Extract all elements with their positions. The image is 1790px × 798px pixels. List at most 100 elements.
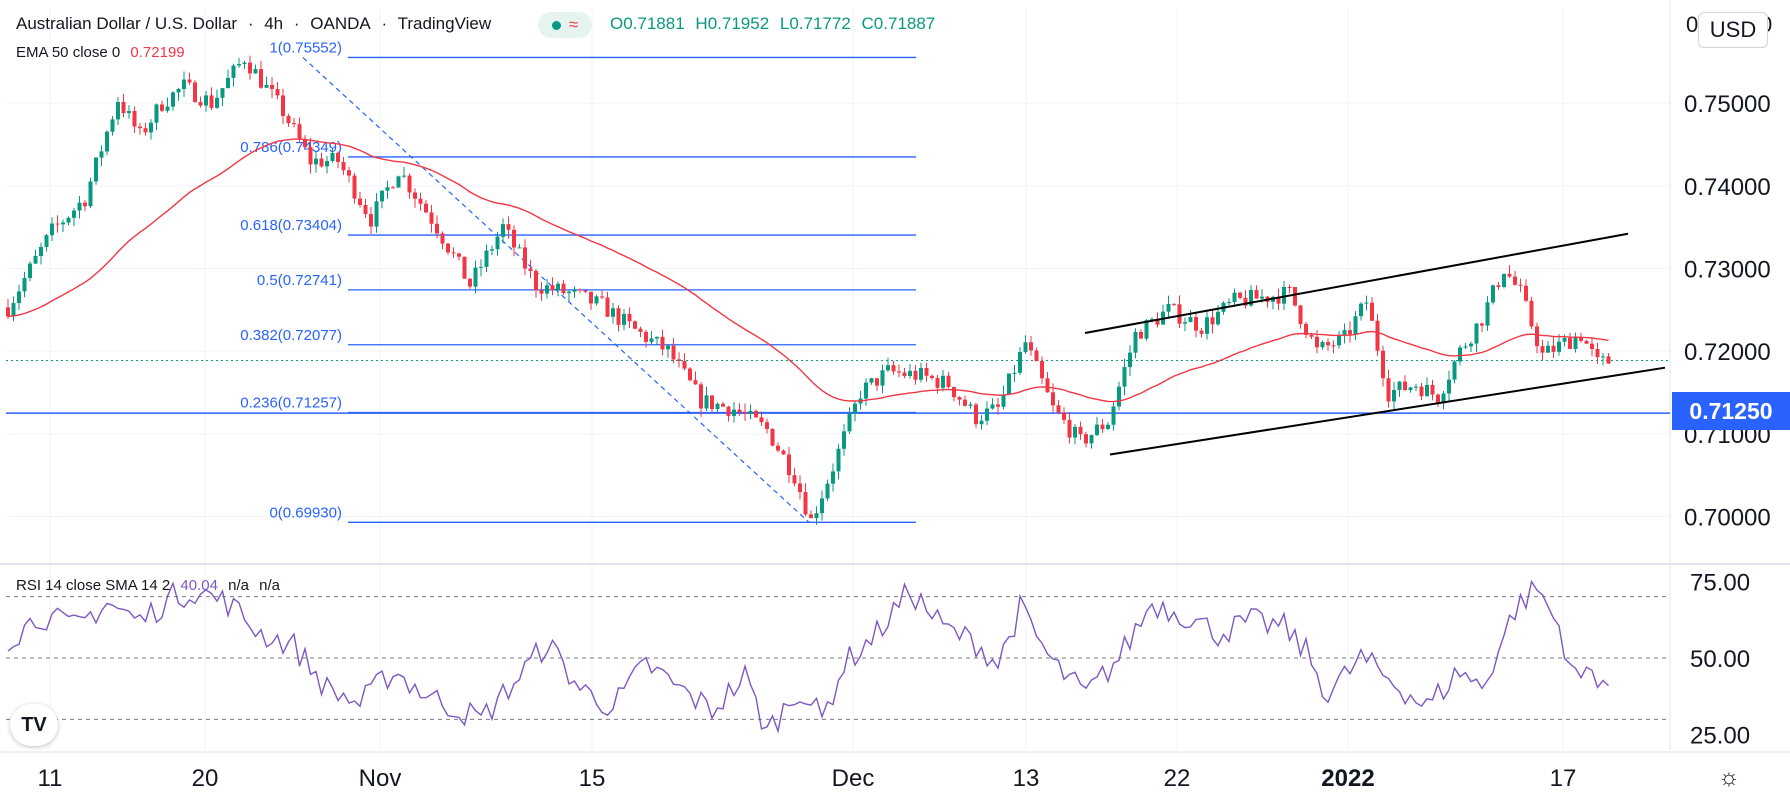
candle xyxy=(1568,332,1572,349)
candle xyxy=(688,367,692,382)
candle xyxy=(231,63,236,87)
candle xyxy=(550,277,555,296)
market-status-pill[interactable]: ≈ xyxy=(538,12,592,38)
candle-body xyxy=(297,124,302,139)
candle xyxy=(1062,407,1066,424)
candle xyxy=(941,369,945,392)
candle-body xyxy=(154,104,159,123)
candle xyxy=(1590,338,1594,357)
candle xyxy=(1359,302,1363,321)
source-label: TradingView xyxy=(397,14,492,33)
candle-body xyxy=(638,328,643,332)
candle-body xyxy=(688,368,692,381)
candle-body xyxy=(979,420,984,425)
candle xyxy=(1067,412,1072,444)
candle-body xyxy=(446,243,450,253)
candle-body xyxy=(1001,394,1006,407)
candle xyxy=(897,364,901,378)
candle xyxy=(1485,296,1490,331)
candle-body xyxy=(220,88,225,98)
candle xyxy=(1007,373,1011,396)
candle xyxy=(28,261,32,282)
candle xyxy=(88,177,93,208)
candle-body xyxy=(655,336,659,339)
candle-body xyxy=(853,403,857,414)
candle xyxy=(517,244,522,249)
candle-body xyxy=(1100,424,1105,430)
candle-body xyxy=(1331,345,1336,347)
candle xyxy=(534,268,538,298)
candle-body xyxy=(391,187,395,189)
candle xyxy=(1139,329,1143,339)
rsi-label: RSI 14 close SMA 14 2 xyxy=(16,577,171,594)
candle xyxy=(1078,421,1083,440)
candle-body xyxy=(1579,337,1583,341)
candle xyxy=(154,103,159,131)
candle xyxy=(1001,385,1006,410)
price-level-tag[interactable]: 0.71250 xyxy=(1672,392,1790,430)
symbol-name[interactable]: Australian Dollar / U.S. Dollar xyxy=(16,14,238,33)
candle xyxy=(176,87,181,101)
candle xyxy=(1188,309,1193,323)
tradingview-logo-icon[interactable]: TV xyxy=(10,704,58,746)
candle-body xyxy=(1502,273,1506,287)
candle-body xyxy=(913,370,918,380)
candle xyxy=(539,282,544,301)
candle xyxy=(655,336,659,345)
candle xyxy=(132,106,137,133)
candle-body xyxy=(1007,373,1011,395)
candle xyxy=(1381,345,1385,387)
candle-body xyxy=(1353,316,1358,335)
candle-body xyxy=(1183,322,1187,324)
candle-body xyxy=(1194,317,1198,331)
candle xyxy=(451,247,456,258)
rsi-legend[interactable]: RSI 14 close SMA 14 2 40.04 n/a n/a xyxy=(16,577,286,594)
candle xyxy=(594,294,599,306)
settings-gear-icon[interactable]: ☼ xyxy=(1718,764,1740,791)
candle-body xyxy=(429,212,434,224)
candle xyxy=(1287,284,1292,294)
candle-body xyxy=(17,291,21,304)
candle-body xyxy=(330,152,335,162)
candle-body xyxy=(396,176,401,188)
candle xyxy=(1117,381,1121,411)
currency-button[interactable]: USD xyxy=(1698,12,1768,48)
time-tick-label: 13 xyxy=(1013,765,1040,792)
candle xyxy=(396,175,401,188)
candle-body xyxy=(798,483,802,493)
candle xyxy=(902,367,907,379)
candle-body xyxy=(6,307,10,317)
candle xyxy=(347,166,351,183)
candle xyxy=(1161,304,1165,325)
candle xyxy=(1293,287,1297,307)
candle-body xyxy=(561,283,566,294)
ema-legend[interactable]: EMA 50 close 0 0.72199 xyxy=(16,44,191,61)
candle-body xyxy=(974,404,978,425)
candle-body xyxy=(1606,356,1611,364)
interval-label[interactable]: 4h xyxy=(264,14,284,33)
candle-body xyxy=(1469,343,1473,347)
candle xyxy=(545,278,549,299)
candle-body xyxy=(1447,379,1451,394)
candle-body xyxy=(765,422,769,429)
candle-body xyxy=(1441,393,1446,404)
candle-body xyxy=(435,223,439,234)
candle-body xyxy=(44,235,49,247)
candle xyxy=(1018,347,1022,376)
candle-body xyxy=(891,365,896,372)
candle xyxy=(974,402,978,429)
candle-body xyxy=(1199,330,1204,334)
fib-level-label: 0.382(0.72077) xyxy=(240,327,342,344)
exchange-label: OANDA xyxy=(310,14,371,33)
candle xyxy=(369,206,373,235)
candle xyxy=(765,418,769,434)
candle-body xyxy=(1601,356,1605,358)
candle xyxy=(264,76,269,89)
candle xyxy=(435,215,439,239)
candle-body xyxy=(897,371,901,373)
candle-body xyxy=(919,367,923,380)
price-tick-label: 0.70000 xyxy=(1684,505,1771,532)
candle xyxy=(215,89,219,109)
candle xyxy=(292,118,296,128)
